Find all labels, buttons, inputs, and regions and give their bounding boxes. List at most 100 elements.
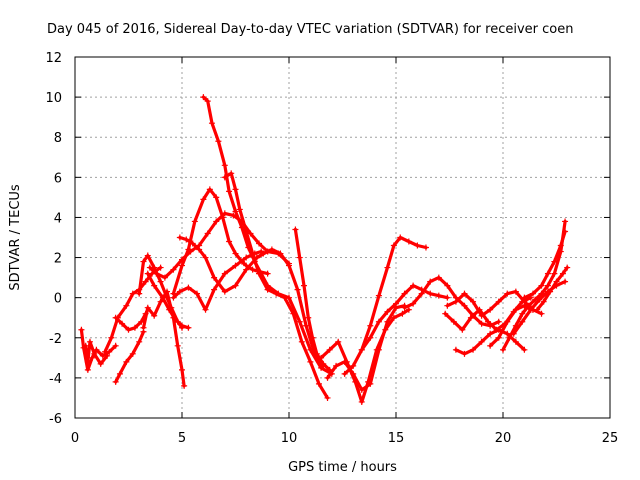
data-point-marker (136, 338, 143, 345)
data-point-marker (461, 302, 468, 309)
data-point-marker (176, 234, 183, 241)
data-point-marker (461, 350, 468, 357)
data-point-marker (101, 348, 108, 355)
data-point-marker (185, 246, 192, 253)
data-point-marker (358, 398, 365, 405)
data-point-marker (232, 262, 239, 269)
data-point-marker (286, 262, 292, 269)
data-point-marker (200, 196, 207, 203)
data-point-marker (202, 254, 209, 261)
series-arc-8 (144, 270, 192, 331)
data-point-marker (358, 346, 365, 353)
data-point-marker (157, 298, 164, 305)
data-point-marker (226, 238, 233, 245)
series-trace (293, 227, 332, 372)
tick-layer: 0 5 10 15 20 25 -6 -4 -2 0 2 4 6 8 10 12 (45, 51, 618, 446)
data-point-marker (131, 324, 138, 331)
data-point-marker (510, 330, 517, 337)
data-point-marker (525, 302, 532, 309)
data-point-marker (519, 298, 526, 305)
data-point-marker (393, 300, 399, 307)
data-point-marker (249, 250, 256, 257)
data-point-marker (461, 290, 468, 297)
data-point-marker (401, 290, 408, 297)
x-tick-label: 0 (71, 431, 79, 446)
data-point-marker (367, 334, 374, 341)
data-point-marker (527, 306, 534, 313)
data-point-marker (504, 318, 511, 325)
data-point-marker (512, 288, 519, 295)
data-point-marker (422, 244, 429, 251)
data-point-marker (444, 282, 451, 289)
data-point-marker (219, 214, 226, 221)
data-point-marker (487, 306, 494, 313)
data-point-marker (268, 246, 275, 253)
data-point-marker (459, 326, 466, 333)
data-point-marker (256, 270, 263, 277)
data-point-marker (427, 290, 434, 297)
data-point-marker (442, 310, 449, 317)
data-point-marker (410, 300, 417, 307)
data-point-marker (401, 304, 408, 311)
data-point-marker (529, 290, 536, 297)
data-point-marker (112, 314, 119, 321)
data-point-marker (253, 254, 260, 261)
data-point-marker (410, 282, 417, 289)
data-point-marker (292, 226, 299, 233)
data-point-marker (478, 320, 485, 327)
series-arc-26 (500, 218, 569, 353)
data-point-marker (300, 282, 307, 289)
data-point-marker (196, 246, 203, 253)
series-arc-24 (452, 326, 528, 357)
data-point-marker (206, 186, 213, 193)
data-point-marker (129, 290, 136, 297)
data-point-marker (204, 230, 211, 237)
data-point-marker (151, 282, 158, 289)
data-point-marker (86, 338, 93, 345)
data-point-marker (521, 346, 528, 353)
x-tick-label: 25 (602, 431, 619, 446)
y-axis-label: SDTVAR / TECUs (8, 184, 23, 291)
data-point-marker (247, 230, 254, 237)
series-arc-10 (170, 186, 271, 297)
series-arc-29 (534, 264, 571, 313)
data-point-marker (476, 306, 483, 313)
data-point-marker (375, 292, 382, 299)
data-point-marker (309, 334, 316, 341)
data-point-marker (341, 370, 348, 377)
data-point-marker (427, 278, 434, 285)
series-arc-9 (146, 210, 271, 281)
data-point-marker (221, 174, 228, 181)
data-point-marker (213, 194, 220, 201)
data-point-marker (320, 360, 327, 367)
data-point-marker (540, 298, 547, 305)
data-point-marker (367, 322, 374, 329)
series-arc-5 (112, 310, 149, 333)
data-point-marker (341, 358, 348, 365)
data-point-marker (495, 334, 502, 341)
data-point-marker (326, 346, 333, 353)
x-tick-label: 5 (178, 431, 186, 446)
data-point-marker (544, 282, 551, 289)
data-point-marker (204, 98, 211, 105)
data-point-marker (487, 342, 494, 349)
data-point-marker (495, 326, 502, 333)
data-point-marker (557, 242, 564, 249)
data-point-marker (170, 266, 177, 273)
data-point-marker (243, 266, 250, 273)
data-point-marker (144, 304, 151, 311)
data-point-marker (444, 302, 451, 309)
data-point-marker (452, 346, 459, 353)
data-point-marker (157, 264, 164, 271)
data-point-marker (495, 318, 502, 325)
data-point-marker (418, 290, 425, 297)
series-arc-28 (521, 228, 569, 301)
data-point-marker (232, 186, 239, 193)
data-point-marker (470, 298, 477, 305)
data-point-marker (104, 352, 111, 359)
data-point-marker (213, 218, 220, 225)
data-point-marker (208, 120, 215, 127)
data-point-marker (84, 358, 91, 365)
data-point-marker (264, 286, 271, 293)
